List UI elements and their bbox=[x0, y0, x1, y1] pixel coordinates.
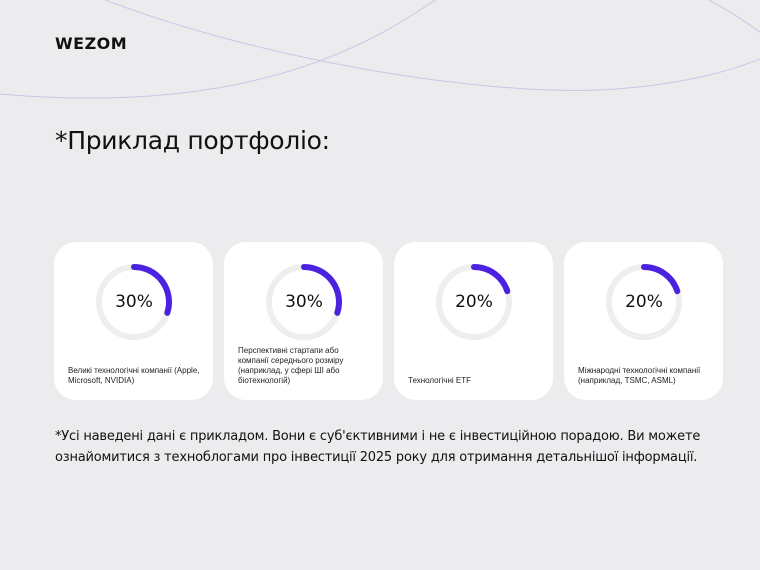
donut-value: 20% bbox=[625, 292, 663, 312]
card-label: Технологічні ETF bbox=[408, 376, 471, 385]
card-label: Великі технологічні компанії (Apple, Mic… bbox=[68, 366, 200, 385]
donut-value: 30% bbox=[115, 292, 153, 312]
portfolio-card-international: 20% Міжнародні технологічні компанії (на… bbox=[564, 242, 723, 400]
portfolio-card-startups: 30% Перспективні стартапи або компанії с… bbox=[224, 242, 383, 400]
donut-chart bbox=[266, 264, 342, 340]
donut-value: 20% bbox=[455, 292, 493, 312]
disclaimer-text: *Усі наведені дані є прикладом. Вони є с… bbox=[55, 429, 701, 465]
card-label: Міжнародні технологічні компанії (наприк… bbox=[578, 366, 701, 385]
donut-chart bbox=[436, 264, 512, 340]
wezom-logo: WEZOM bbox=[55, 34, 128, 53]
donut-value: 30% bbox=[285, 292, 323, 312]
portfolio-card-etf: 20% Технологічні ETF bbox=[394, 242, 553, 400]
card-label: Перспективні стартапи або компанії серед… bbox=[238, 346, 344, 385]
donut-chart bbox=[606, 264, 682, 340]
donut-chart bbox=[96, 264, 172, 340]
portfolio-cards: 30% Великі технологічні компанії (Apple,… bbox=[54, 242, 723, 400]
portfolio-card-big-tech: 30% Великі технологічні компанії (Apple,… bbox=[54, 242, 213, 400]
page-title: *Приклад портфоліо: bbox=[55, 126, 330, 155]
